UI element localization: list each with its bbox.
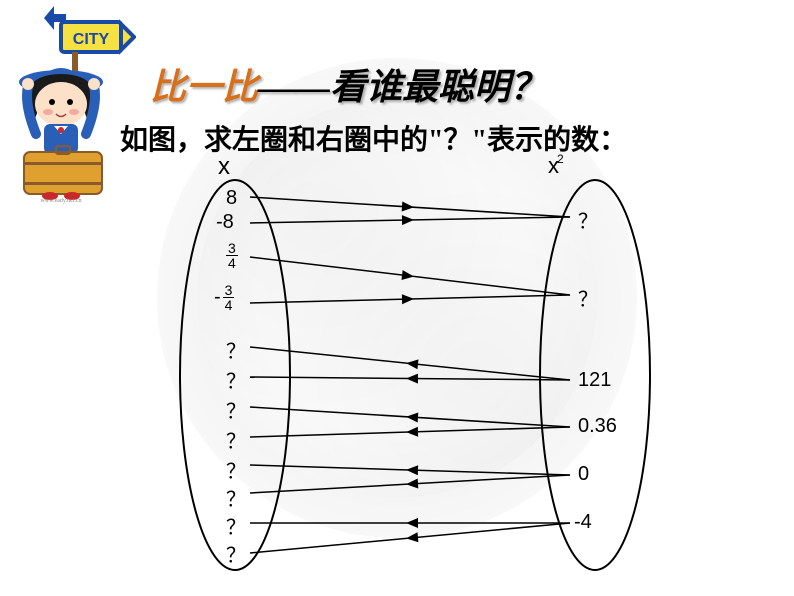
left-value: ？ (226, 511, 246, 540)
right-value: ？ (578, 205, 598, 234)
left-value: ？ (226, 335, 246, 364)
title-part2: ——看谁最聪明？ (258, 67, 546, 107)
right-value: 0 (578, 463, 589, 486)
left-value: ？ (226, 395, 246, 424)
left-value: 8 (226, 187, 237, 210)
svg-text:CITY: CITY (73, 31, 110, 48)
cartoon-girl-illustration: CITY www.eady.net.cn (6, 4, 136, 204)
right-value: 121 (578, 369, 611, 392)
page-title: 比一比——看谁最聪明？ (150, 58, 546, 110)
mapping-diagram: x x2 8 -8 34 -34 ？ ？ ？ ？ ？ ？ ？ ？ ？ ？ 121… (150, 155, 710, 585)
title-part1: 比一比 (150, 67, 258, 107)
svg-text:www.eady.net.cn: www.eady.net.cn (40, 198, 81, 204)
left-value: ？ (226, 539, 246, 568)
right-value: ？ (578, 283, 598, 312)
left-value: ？ (226, 425, 246, 454)
right-value: -4 (574, 511, 592, 534)
left-value: -8 (216, 211, 234, 234)
left-value: -34 (214, 283, 234, 312)
left-value: ？ (226, 483, 246, 512)
left-value: 34 (226, 241, 238, 270)
subtitle-text: 如图，求左圈和右圈中的"？"表示的数： (120, 118, 627, 158)
left-value: ？ (226, 455, 246, 484)
right-value: 0.36 (578, 415, 617, 438)
left-value: ？ (226, 365, 246, 394)
